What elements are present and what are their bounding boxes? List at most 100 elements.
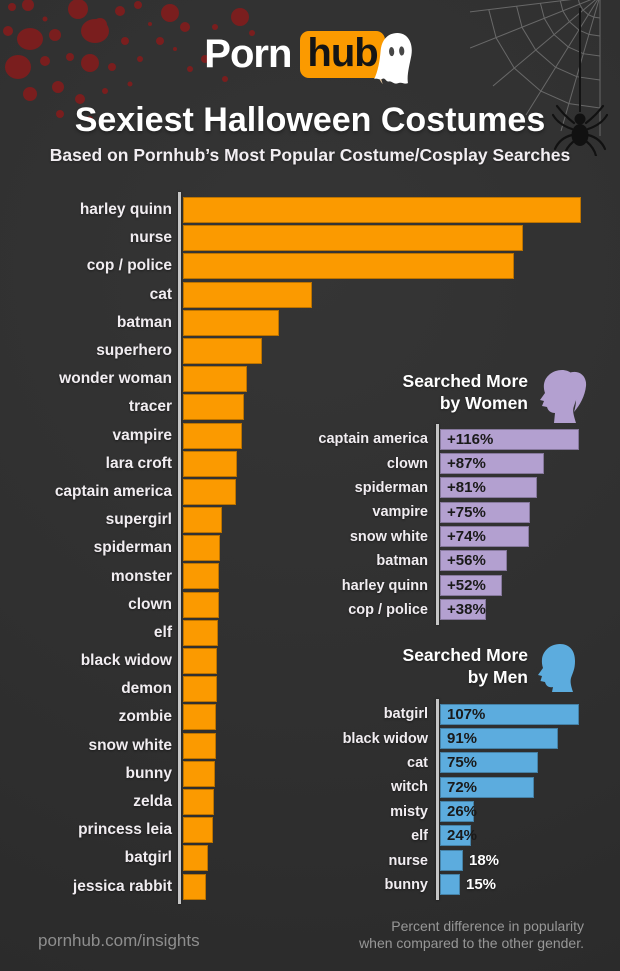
bar — [183, 450, 237, 477]
main-row-jessica-rabbit: jessica rabbit — [0, 873, 620, 901]
bar-label: tracer — [128, 398, 172, 416]
main-row-lara-croft: lara croft — [0, 450, 620, 478]
bar-label: harley quinn — [341, 577, 428, 594]
bar: +74% — [440, 526, 529, 548]
bar-label: captain america — [54, 482, 172, 500]
bar — [183, 478, 236, 505]
bar-value: +75% — [447, 503, 486, 521]
bar-label: black widow — [342, 730, 428, 747]
bar — [183, 788, 214, 815]
main-row-wonder-woman: wonder woman — [0, 365, 620, 393]
women-row-clown: clown +87% — [0, 451, 620, 475]
women-chart-axis — [436, 424, 439, 625]
bar — [183, 619, 218, 646]
bar-label: bunny — [384, 876, 429, 893]
bar-label: monster — [110, 567, 172, 585]
page-subtitle: Based on Pornhub’s Most Popular Costume/… — [49, 145, 571, 165]
bar — [183, 337, 262, 364]
bar-value: +38% — [447, 601, 486, 619]
bar-label: princess leia — [78, 821, 172, 839]
main-row-tracer: tracer — [0, 393, 620, 421]
man-silhouette-icon — [538, 644, 575, 692]
bar: +52% — [440, 574, 502, 596]
men-row-cat: cat 75% — [0, 751, 620, 775]
bar — [183, 309, 279, 336]
bar: 72% — [440, 776, 534, 798]
bar-value: 91% — [447, 729, 478, 747]
women-row-vampire: vampire +75% — [0, 500, 620, 524]
bar-value: 15% — [466, 876, 497, 894]
bar-label: zelda — [133, 793, 172, 811]
bar — [183, 676, 217, 703]
bar-label: lara croft — [105, 454, 172, 472]
men-row-misty: misty 26% — [0, 800, 620, 824]
bar — [183, 591, 219, 618]
bar: 24% — [440, 825, 477, 847]
main-row-demon: demon — [0, 675, 620, 703]
bar-label: superhero — [96, 342, 172, 360]
logo-hub-text: hub — [300, 30, 385, 78]
bar — [183, 845, 208, 872]
bar-value: +74% — [447, 528, 486, 546]
woman-silhouette-icon — [540, 370, 587, 423]
men-row-bunny: bunny 15% — [0, 873, 620, 897]
women-section-title-line2: by Women — [439, 392, 528, 413]
footnote: Percent difference in popularity when co… — [359, 918, 584, 951]
women-comparison-chart: captain america +116% clown +87% spiderman +8… — [0, 427, 620, 622]
women-row-snow-white: snow white +74% — [0, 525, 620, 549]
bar: 107% — [440, 703, 579, 725]
bar-label: spiderman — [93, 539, 172, 557]
spider-thread-decoration — [579, 8, 581, 112]
bar — [183, 422, 242, 449]
bar — [183, 732, 216, 759]
bar-label: vampire — [112, 426, 172, 444]
bar: +81% — [440, 477, 537, 499]
bar-label: demon — [121, 680, 172, 698]
main-row-nurse: nurse — [0, 224, 620, 252]
main-row-batgirl: batgirl — [0, 844, 620, 872]
bar: 26% — [440, 801, 477, 823]
bar: +116% — [440, 428, 579, 450]
bar-value: 24% — [447, 827, 478, 845]
bar-label: batgirl — [383, 706, 428, 723]
bar-label: bunny — [125, 764, 173, 782]
bar-label: nurse — [129, 229, 172, 247]
bar-label: supergirl — [105, 511, 172, 529]
insights-link[interactable]: pornhub.com/insights — [38, 931, 200, 950]
main-row-zombie: zombie — [0, 703, 620, 731]
footnote-line1: Percent difference in popularity — [391, 918, 584, 934]
main-row-cop-police: cop / police — [0, 252, 620, 280]
bar-label: wonder woman — [59, 370, 172, 388]
bar-label: cop / police — [86, 257, 172, 275]
main-row-spiderman: spiderman — [0, 534, 620, 562]
main-row-cat: cat — [0, 281, 620, 309]
bar: 15% — [440, 874, 496, 896]
women-section-title-line1: Searched More — [402, 371, 528, 391]
bar-value: 75% — [447, 754, 478, 772]
bar-label: batgirl — [124, 849, 172, 867]
bar: +56% — [440, 550, 507, 572]
main-row-captain-america: captain america — [0, 478, 620, 506]
bar-value: 72% — [447, 778, 478, 796]
bar-label: clown — [386, 455, 428, 472]
bar-label: nurse — [388, 852, 429, 869]
women-row-harley-quinn: harley quinn +52% — [0, 573, 620, 597]
bar-label: black widow — [80, 652, 172, 670]
logo-porn-text: Porn — [204, 31, 292, 76]
bar-label: snow white — [349, 528, 428, 545]
bar — [183, 704, 216, 731]
bar-label: batman — [116, 313, 172, 331]
bar: +75% — [440, 501, 530, 523]
bar-value: 18% — [469, 851, 500, 869]
bar: 18% — [440, 849, 499, 871]
bar-label: captain america — [318, 431, 428, 448]
bar — [183, 648, 217, 674]
men-section-title-line1: Searched More — [402, 645, 528, 665]
bar-label: snow white — [88, 736, 172, 754]
bar-label: misty — [390, 803, 428, 820]
bar — [183, 253, 514, 280]
men-chart-axis — [436, 699, 439, 900]
bar-value: 107% — [447, 705, 486, 723]
main-row-snow-white: snow white — [0, 732, 620, 760]
bar-label: elf — [411, 828, 428, 845]
